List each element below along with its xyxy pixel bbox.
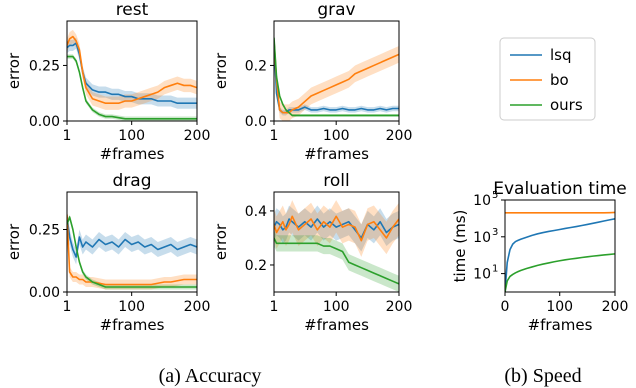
x-tick-label: 100: [323, 299, 350, 315]
y-axis-label: error: [5, 52, 23, 89]
axes-frame: [504, 199, 616, 293]
series-line-ours: [67, 216, 197, 288]
band-lsq: [67, 209, 197, 265]
plot-area: [505, 211, 615, 292]
chart-title: grav: [317, 0, 355, 20]
band-lsq: [274, 205, 399, 252]
band-bo: [67, 29, 197, 110]
chart-title: Evaluation time: [493, 179, 627, 199]
plot-area: [67, 209, 197, 290]
x-tick-label: 1: [63, 299, 72, 315]
x-tick-label: 200: [602, 299, 629, 315]
series-line-bo: [67, 214, 197, 286]
y-axis-label: error: [212, 223, 230, 260]
x-tick-label: 100: [323, 128, 350, 144]
series-line-ours: [274, 237, 399, 285]
chart-title: roll: [323, 171, 349, 191]
x-tick-label: 1: [270, 128, 279, 144]
band-ours: [274, 229, 399, 292]
x-tick-label: 200: [184, 128, 211, 144]
chart-rest: 1 100 200 0.00 0.25 rest #frames error: [5, 0, 210, 163]
y-tick-label: 0.00: [29, 285, 60, 301]
x-tick-label: 200: [386, 299, 413, 315]
series-line-ours: [274, 37, 399, 117]
x-tick-label: 100: [118, 299, 145, 315]
y-tick-label: 10: [473, 267, 491, 283]
band-bo: [274, 32, 399, 121]
plot-area: [67, 29, 197, 121]
plot-area: [274, 200, 399, 292]
legend-box: [499, 37, 596, 121]
chart-roll: 1 100 200 0.2 0.4 roll #frames error: [212, 171, 412, 334]
band-lsq: [67, 37, 197, 109]
x-tick-label: 100: [546, 299, 573, 315]
caption-speed: (b) Speed: [504, 365, 581, 387]
chart-title: drag: [113, 171, 152, 191]
x-tick-label: 1: [270, 299, 279, 315]
legend: lsq bo ours: [499, 37, 596, 121]
legend-label-ours: ours: [550, 96, 583, 114]
legend-label-bo: bo: [550, 71, 569, 89]
y-tick-label: 10: [473, 193, 491, 209]
y-tick-label: 0.0: [245, 114, 267, 130]
y-tick-exponent: 5: [492, 190, 498, 201]
series-line-ours: [67, 55, 197, 120]
caption-accuracy: (a) Accuracy: [159, 365, 262, 387]
chart-title: rest: [116, 0, 149, 20]
band-bo: [274, 200, 399, 257]
y-axis-label: error: [5, 223, 23, 260]
band-bo: [67, 209, 197, 290]
x-tick-label: 100: [118, 128, 145, 144]
chart-drag: 1 100 200 0.00 0.25 drag #frames error: [5, 171, 210, 334]
legend-label-lsq: lsq: [550, 46, 572, 64]
y-tick-label: 0.4: [245, 204, 267, 220]
series-line-lsq: [505, 218, 615, 292]
x-axis-label: #frames: [100, 145, 165, 163]
series-line-lsq: [67, 216, 197, 258]
series-line-lsq: [67, 42, 197, 105]
x-axis-label: #frames: [100, 316, 165, 334]
x-axis-label: #frames: [304, 145, 369, 163]
y-tick-label: 0.00: [29, 114, 60, 130]
series-line-ours: [505, 253, 615, 292]
y-tick-label: 0.2: [245, 58, 267, 74]
y-tick-exponent: 1: [492, 264, 498, 275]
y-tick-label: 0.25: [29, 223, 60, 239]
series-line-bo: [67, 35, 197, 105]
plot-area: [274, 32, 399, 121]
series-line-bo: [274, 40, 399, 114]
y-tick-label: 0.25: [29, 58, 60, 74]
band-lsq: [274, 37, 399, 116]
y-axis-label: error: [212, 52, 230, 89]
chart-grav: 1 100 200 0.0 0.2 grav #frames error: [212, 0, 412, 163]
y-tick-label: 10: [473, 230, 491, 246]
x-tick-label: 200: [386, 128, 413, 144]
x-tick-label: 1: [63, 128, 72, 144]
x-tick-label: 200: [184, 299, 211, 315]
series-line-bo: [274, 215, 399, 242]
y-tick-label: 0.2: [245, 258, 267, 274]
x-tick-label: 0: [501, 299, 510, 315]
y-tick-exponent: 3: [492, 227, 498, 238]
x-axis-label: #frames: [528, 316, 593, 334]
y-axis-label: time (ms): [451, 210, 469, 283]
x-axis-label: #frames: [304, 316, 369, 334]
